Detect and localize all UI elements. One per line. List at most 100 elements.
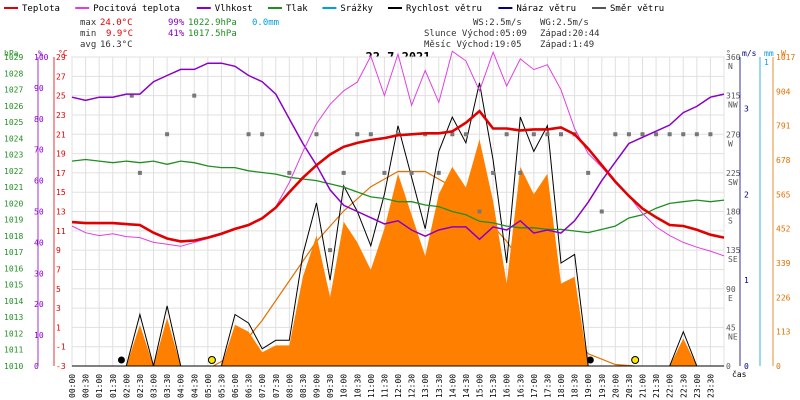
stat-min-hum: 41% bbox=[168, 29, 185, 39]
axis-time-tick: 18:00 bbox=[557, 374, 566, 398]
wind-direction-point bbox=[504, 132, 509, 137]
legend-label: Rychlost větru bbox=[406, 4, 482, 14]
stat-max-label: max bbox=[80, 18, 97, 28]
axis-ms-tick: 2 bbox=[744, 190, 749, 199]
axis-time-tick: 10:00 bbox=[340, 374, 349, 398]
axis-direction-label: W bbox=[728, 139, 733, 148]
wind-direction-point bbox=[328, 248, 333, 253]
axis-direction-tick: 45 bbox=[726, 323, 736, 332]
axis-w-tick: 1017 bbox=[776, 53, 795, 62]
axis-time-tick: 05:00 bbox=[204, 374, 213, 398]
moonset-marker bbox=[117, 356, 125, 364]
axis-hpa-tick: 1017 bbox=[4, 248, 23, 257]
wind-direction-point bbox=[129, 93, 134, 98]
axis-time-tick: 21:00 bbox=[639, 374, 648, 398]
axis-time-tick: 17:00 bbox=[530, 374, 539, 398]
axis-pct-tick: 0 bbox=[34, 362, 39, 371]
wind-direction-point bbox=[246, 132, 251, 137]
axis-time-tick: 03:00 bbox=[150, 374, 159, 398]
wind-direction-point bbox=[165, 132, 170, 137]
stat-max-hum: 99% bbox=[168, 18, 185, 28]
info-wg: WG:2.5m/s bbox=[540, 18, 589, 28]
axis-time-tick: 07:30 bbox=[272, 374, 281, 398]
wind-direction-point bbox=[137, 170, 142, 175]
axis-time-tick: 04:00 bbox=[177, 374, 186, 398]
stat-avg-label: avg bbox=[80, 40, 96, 50]
axis-direction-label: NE bbox=[728, 332, 738, 341]
axis-hpa-tick: 1022 bbox=[4, 167, 23, 176]
axis-w-tick: 113 bbox=[776, 328, 791, 337]
axis-direction-label: SW bbox=[728, 178, 738, 187]
axis-direction-tick: 360 bbox=[726, 53, 741, 62]
wind-direction-point bbox=[694, 132, 699, 137]
wind-direction-point bbox=[518, 170, 523, 175]
axis-time-tick: 18:30 bbox=[571, 374, 580, 398]
legend-label: Směr větru bbox=[610, 4, 664, 14]
axis-time-tick: 23:30 bbox=[706, 374, 715, 398]
axis-hpa-tick: 1028 bbox=[4, 69, 23, 78]
axis-w-tick: 452 bbox=[776, 225, 791, 234]
wind-direction-point bbox=[260, 132, 265, 137]
axis-time-tick: 00:00 bbox=[68, 374, 77, 398]
axis-hpa-tick: 1018 bbox=[4, 232, 23, 241]
axis-direction-tick: 270 bbox=[726, 130, 741, 139]
axis-time-tick: 21:30 bbox=[652, 374, 661, 398]
axis-time-tick: 13:30 bbox=[435, 374, 444, 398]
axis-hpa-tick: 1027 bbox=[4, 86, 23, 95]
wind-direction-point bbox=[545, 132, 550, 137]
axis-ms-tick: 0 bbox=[744, 362, 749, 371]
wind-direction-point bbox=[708, 132, 713, 137]
axis-w-tick: 565 bbox=[776, 190, 791, 199]
axis-c-tick: 3 bbox=[56, 304, 61, 313]
unit-ms: m/s bbox=[742, 49, 757, 58]
axis-c-tick: 19 bbox=[56, 150, 66, 159]
axis-time-tick: 06:30 bbox=[245, 374, 254, 398]
unit-hpa: hPa bbox=[4, 49, 19, 58]
axis-time-tick: 16:00 bbox=[503, 374, 512, 398]
axis-time-tick: 22:30 bbox=[679, 374, 688, 398]
axis-time-tick: 14:00 bbox=[448, 374, 457, 398]
wind-direction-point bbox=[599, 209, 604, 214]
axis-w-tick: 904 bbox=[776, 87, 791, 96]
axis-c-tick: 23 bbox=[56, 111, 66, 120]
sunset-marker bbox=[631, 356, 640, 364]
legend-label: Tlak bbox=[286, 4, 308, 14]
axis-time-tick: 06:00 bbox=[231, 374, 240, 398]
unit-deg: ° bbox=[726, 49, 731, 58]
axis-time-tick: 19:30 bbox=[598, 374, 607, 398]
axis-c-tick: -1 bbox=[56, 343, 66, 352]
axis-hpa-tick: 1024 bbox=[4, 134, 23, 143]
axis-pct-tick: 70 bbox=[34, 146, 44, 155]
unit-c: °C bbox=[58, 49, 68, 58]
axis-time-tick: 00:30 bbox=[82, 374, 91, 398]
axis-hpa-tick: 1023 bbox=[4, 151, 23, 160]
axis-time-tick: 10:30 bbox=[353, 374, 362, 398]
axis-hpa-tick: 1014 bbox=[4, 297, 23, 306]
wind-direction-point bbox=[382, 170, 387, 175]
wind-direction-point bbox=[640, 132, 645, 137]
wind-direction-point bbox=[463, 132, 468, 137]
axis-c-tick: 17 bbox=[56, 169, 66, 178]
axis-direction-label: E bbox=[728, 294, 733, 303]
axis-c-tick: 5 bbox=[56, 285, 61, 294]
stat-min-pres: 1017.5hPa bbox=[188, 29, 237, 39]
info-ws: WS:2.5m/s bbox=[473, 18, 522, 28]
axis-time-tick: 22:00 bbox=[666, 374, 675, 398]
axis-direction-label: NW bbox=[728, 101, 738, 110]
axis-pct-tick: 60 bbox=[34, 177, 44, 186]
axis-c-tick: 7 bbox=[56, 265, 61, 274]
info-block: WS:2.5m/s WG:2.5m/s Slunce Východ:05:09 … bbox=[424, 18, 600, 50]
axis-direction-label: S bbox=[728, 217, 733, 226]
legend-label: Pocitová teplota bbox=[93, 4, 180, 14]
axis-hpa-tick: 1025 bbox=[4, 118, 23, 127]
wind-direction-point bbox=[531, 132, 536, 137]
axis-time-tick: 14:30 bbox=[462, 374, 471, 398]
plot-area: 1029102810271026102510241023102210211020… bbox=[4, 50, 795, 398]
wind-direction-point bbox=[613, 132, 618, 137]
axis-time-tick: 13:00 bbox=[421, 374, 430, 398]
axis-w-tick: 339 bbox=[776, 259, 791, 268]
legend-label: Náraz větru bbox=[516, 4, 576, 14]
axis-time-tick: 16:30 bbox=[516, 374, 525, 398]
axis-time-tick: 20:00 bbox=[611, 374, 620, 398]
stat-max-pres: 1022.9hPa bbox=[188, 18, 237, 28]
